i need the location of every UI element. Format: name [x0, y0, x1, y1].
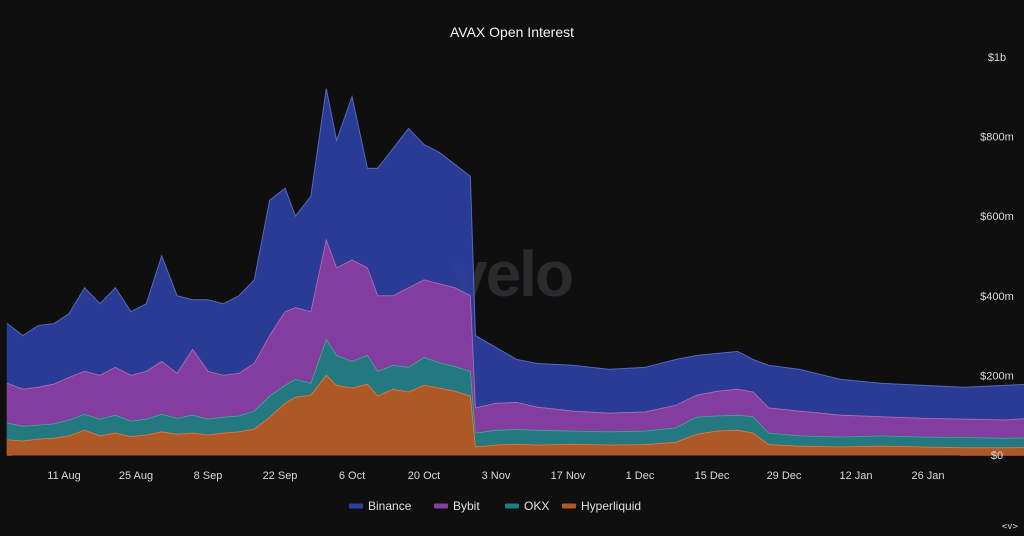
x-tick-label: 12 Jan [839, 470, 872, 482]
y-tick-label: $200m [980, 370, 1014, 382]
chart-nav-toggle[interactable]: <v> [1001, 522, 1018, 532]
x-tick-label: 1 Dec [626, 470, 655, 482]
x-tick-label: 3 Nov [482, 470, 511, 482]
x-tick-label: 26 Jan [911, 470, 944, 482]
area-hyperliquid[interactable] [6, 374, 1024, 456]
line-binance [7, 88, 1024, 388]
x-tick-label: 25 Aug [119, 470, 153, 482]
area-series-group [6, 88, 1024, 456]
area-bybit[interactable] [6, 237, 1024, 456]
x-tick-label: 6 Oct [339, 470, 365, 482]
legend-label: Bybit [453, 499, 480, 513]
legend-item-binance[interactable]: Binance [349, 499, 412, 513]
legend-item-okx[interactable]: OKX [505, 499, 549, 513]
y-tick-label: $600m [980, 211, 1014, 223]
y-tick-label: $400m [980, 291, 1014, 303]
legend-label: Hyperliquid [581, 499, 641, 513]
line-okx [7, 338, 1024, 439]
x-tick-label: 17 Nov [551, 470, 586, 482]
legend-label: OKX [524, 499, 549, 513]
chart-title: AVAX Open Interest [450, 24, 574, 40]
x-tick-label: 20 Oct [408, 470, 440, 482]
legend[interactable]: Binance Bybit OKX Hyperliquid [349, 499, 641, 513]
y-tick-label: $0 [991, 450, 1003, 462]
legend-label: Binance [368, 499, 412, 513]
legend-swatch [434, 503, 448, 509]
y-tick-label: $800m [980, 132, 1014, 144]
x-tick-label: 22 Sep [263, 470, 298, 482]
x-tick-label: 29 Dec [767, 470, 802, 482]
x-tick-label: 15 Dec [695, 470, 730, 482]
line-bybit [7, 238, 1024, 421]
legend-swatch [349, 503, 363, 509]
legend-swatch [562, 503, 576, 509]
legend-item-hyperliquid[interactable]: Hyperliquid [562, 499, 641, 513]
y-tick-label: $1b [988, 52, 1006, 64]
legend-swatch [505, 503, 519, 509]
x-tick-label: 8 Sep [194, 470, 223, 482]
legend-item-bybit[interactable]: Bybit [434, 499, 480, 513]
x-axis: 11 Aug 25 Aug 8 Sep 22 Sep 6 Oct 20 Oct 3 Nov 1… [47, 470, 944, 482]
y-axis: $0 $200m $400m $600m $800m $1b [980, 52, 1014, 462]
x-tick-label: 11 Aug [47, 470, 80, 482]
line-hyperliquid [7, 374, 1024, 449]
